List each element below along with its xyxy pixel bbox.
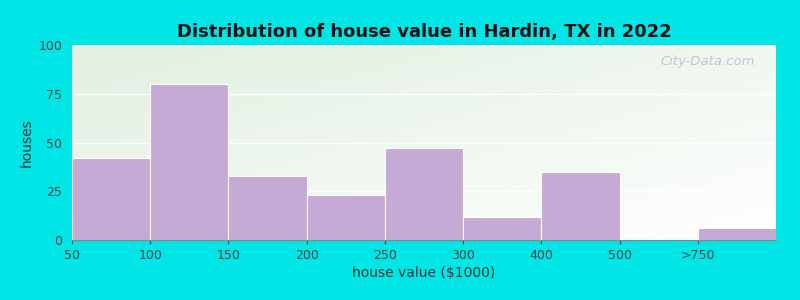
Bar [150, 84, 229, 240]
Bar [698, 228, 776, 240]
Title: Distribution of house value in Hardin, TX in 2022: Distribution of house value in Hardin, T… [177, 23, 671, 41]
Bar [72, 158, 150, 240]
X-axis label: house value ($1000): house value ($1000) [352, 266, 496, 280]
Bar [542, 172, 619, 240]
Bar [306, 195, 385, 240]
Y-axis label: houses: houses [20, 118, 34, 167]
Bar [463, 217, 542, 240]
Bar [385, 148, 463, 240]
Bar [229, 176, 306, 240]
Text: City-Data.com: City-Data.com [660, 55, 755, 68]
